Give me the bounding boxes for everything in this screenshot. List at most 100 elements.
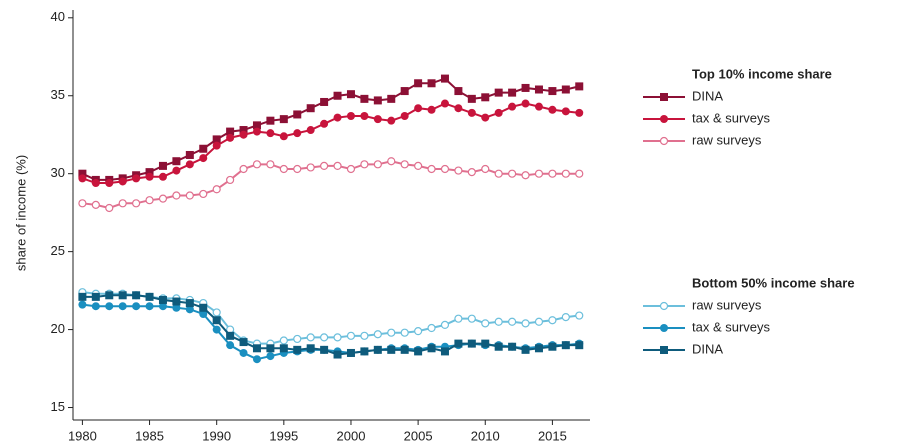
- point: [427, 323, 436, 333]
- point: [373, 345, 382, 354]
- point: [561, 341, 570, 350]
- point: [279, 132, 288, 141]
- point: [427, 344, 436, 353]
- point: [467, 168, 476, 177]
- point: [91, 292, 100, 301]
- x-tick-label: 2000: [337, 428, 366, 443]
- point: [78, 199, 87, 208]
- point: [199, 189, 208, 199]
- point: [414, 79, 423, 88]
- y-tick-label: 40: [51, 9, 65, 24]
- point: [346, 164, 356, 174]
- point: [440, 74, 449, 83]
- point: [440, 164, 450, 174]
- legend-marker: [659, 301, 669, 311]
- point: [387, 328, 396, 337]
- legend-title: Top 10% income share: [692, 66, 832, 81]
- point: [91, 200, 100, 209]
- point: [212, 316, 221, 325]
- point: [199, 144, 208, 153]
- point: [575, 82, 584, 91]
- point: [132, 302, 141, 311]
- point: [414, 327, 423, 336]
- point: [185, 305, 194, 314]
- point: [226, 175, 235, 185]
- point: [320, 345, 329, 354]
- point: [360, 94, 369, 103]
- point: [521, 99, 530, 108]
- point: [266, 129, 275, 138]
- point: [494, 342, 503, 351]
- point: [105, 302, 114, 311]
- point: [226, 331, 235, 340]
- point: [508, 169, 517, 178]
- point: [78, 300, 87, 309]
- point: [320, 119, 329, 128]
- point: [494, 169, 503, 178]
- point: [279, 115, 288, 124]
- point: [575, 108, 584, 117]
- point: [172, 166, 181, 175]
- point: [145, 172, 154, 181]
- point: [548, 316, 557, 325]
- point: [440, 99, 449, 108]
- point: [534, 317, 544, 326]
- point: [467, 94, 476, 103]
- point: [239, 348, 248, 357]
- point: [226, 133, 235, 142]
- point: [360, 112, 369, 121]
- point: [440, 347, 449, 356]
- point: [199, 303, 208, 312]
- point: [387, 345, 396, 354]
- legend-label: DINA: [692, 341, 723, 356]
- point: [467, 314, 476, 323]
- point: [226, 341, 235, 350]
- point: [333, 161, 342, 170]
- point: [534, 102, 543, 111]
- point: [387, 157, 396, 166]
- point: [440, 320, 450, 330]
- point: [266, 160, 275, 169]
- point: [145, 302, 154, 311]
- legend-marker: [660, 346, 668, 354]
- point: [494, 108, 503, 117]
- point: [521, 319, 530, 328]
- point: [508, 88, 517, 97]
- point: [105, 291, 114, 300]
- series-line: [82, 102, 580, 185]
- point: [252, 344, 261, 353]
- point: [481, 113, 490, 122]
- point: [239, 130, 248, 139]
- point: [561, 169, 570, 178]
- point: [145, 168, 154, 177]
- point: [320, 161, 329, 170]
- point: [427, 164, 436, 174]
- legend-marker: [660, 324, 668, 332]
- point: [521, 83, 530, 92]
- point: [320, 333, 329, 342]
- x-tick-label: 2015: [538, 428, 567, 443]
- point: [78, 169, 87, 178]
- point: [185, 150, 194, 159]
- point: [400, 160, 409, 169]
- point: [400, 328, 409, 337]
- point: [306, 163, 315, 172]
- y-tick-label: 35: [51, 87, 65, 102]
- point: [239, 126, 248, 135]
- point: [575, 341, 584, 350]
- legend-label: raw surveys: [692, 297, 762, 312]
- point: [145, 196, 154, 205]
- point: [132, 199, 141, 208]
- point: [414, 161, 423, 170]
- point: [118, 177, 127, 186]
- point: [333, 333, 342, 342]
- point: [454, 166, 463, 175]
- point: [105, 179, 114, 188]
- point: [414, 347, 423, 356]
- legend-marker: [660, 93, 668, 101]
- series-line: [82, 303, 580, 361]
- x-tick-label: 2005: [404, 428, 433, 443]
- point: [91, 302, 100, 311]
- series-line: [82, 291, 580, 345]
